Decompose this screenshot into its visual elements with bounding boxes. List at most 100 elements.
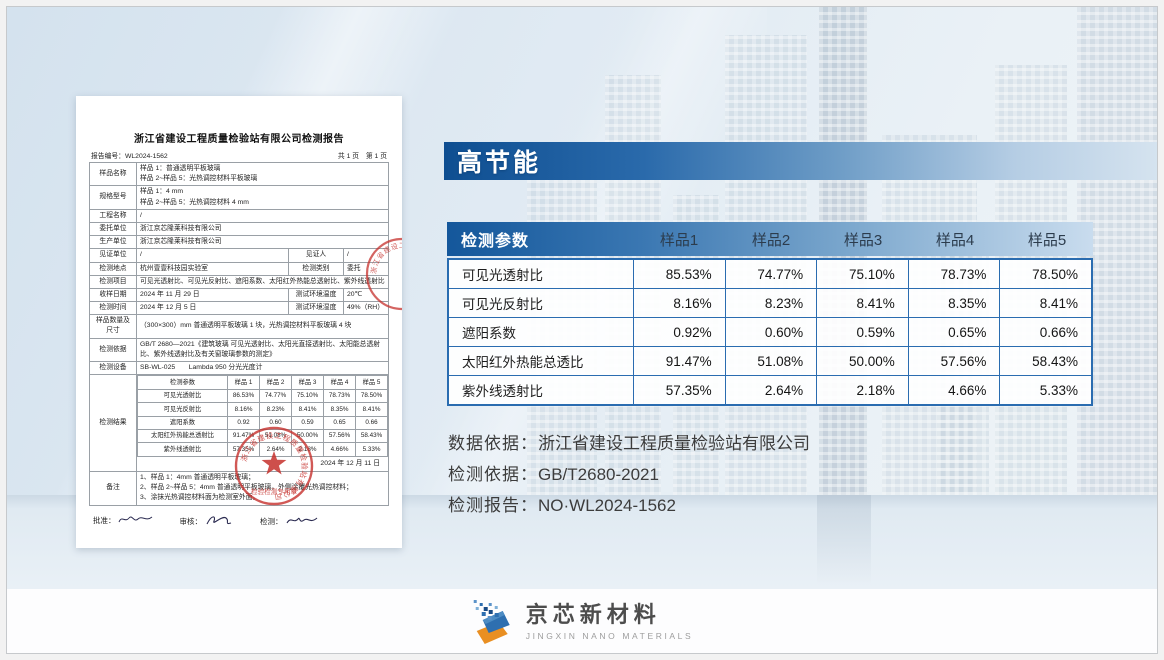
result-header: 样品 4 xyxy=(323,375,356,390)
doc-field-label: 检测地点 xyxy=(89,261,137,276)
table-cell: 2.64% xyxy=(724,376,817,404)
doc-text: 样品 1：4 mm xyxy=(140,188,184,196)
result-header: 样品 3 xyxy=(291,375,324,390)
result-header: 样品 1 xyxy=(227,375,260,390)
doc-field-label: 检测设备 xyxy=(89,360,137,376)
logo-name-cn: 京芯新材料 xyxy=(525,602,661,628)
doc-field-value: 样品 1：4 mm 样品 2~样品 5：光热调控材料 4 mm xyxy=(136,185,389,210)
doc-text: 样品 1：普通透明平板玻璃 xyxy=(140,165,221,172)
result-value: 86.53% xyxy=(227,388,260,404)
row-label: 太阳红外热能总透比 xyxy=(462,355,584,370)
table-cell: 8.16% xyxy=(633,289,725,317)
test-basis-value: GB/T2680-2021 xyxy=(538,465,659,484)
doc-field-label: 检测项目 xyxy=(89,274,137,289)
result-value: 74.77% xyxy=(259,388,292,404)
table-cell: 0.60% xyxy=(724,318,817,346)
logo-icon xyxy=(473,600,510,644)
table-cell: 8.41% xyxy=(999,289,1091,317)
report-number: 报告编号：WL2024-1562 xyxy=(91,153,168,160)
table-cell: 78.50% xyxy=(999,260,1091,288)
data-basis-label: 数据依据： xyxy=(448,434,538,453)
doc-field-value: 浙江京芯隆莱科技有限公司 xyxy=(136,221,389,237)
table-row: 可见光透射比 85.53% 74.77% 75.10% 78.73% 78.50… xyxy=(449,260,1091,288)
test-report-document: 浙江省建设工程质量检验站有限公司检测报告 报告编号：WL2024-1562 共 … xyxy=(76,96,402,548)
test-basis-label: 检测依据： xyxy=(448,465,538,484)
report-date: 2024 年 12 月 11 日 xyxy=(320,459,380,467)
result-value: 5.33% xyxy=(355,442,388,457)
table-cell: 0.59% xyxy=(816,318,908,346)
doc-text: 样品 2~样品 5：光热调控材料平板玻璃 xyxy=(140,175,258,183)
doc-field-value: 2024 年 12 月 5 日 xyxy=(136,301,289,316)
result-value: 57.56% xyxy=(323,428,356,444)
result-value: 78.73% xyxy=(323,388,356,404)
table-cell: 58.43% xyxy=(999,347,1091,375)
doc-field-value: SB-WL-025 Lambda 950 分光光度计 xyxy=(136,360,389,376)
row-label: 可见光透射比 xyxy=(462,268,543,283)
row-label: 遮阳系数 xyxy=(462,326,516,341)
star-icon xyxy=(261,451,287,475)
company-logo: 京芯新材料 JINGXIN NANO MATERIALS xyxy=(471,598,694,646)
doc-note-line: 3、涂抹光热调控材料面为检测室外面。 xyxy=(140,494,260,502)
report-pages: 共 1 页 第 1 页 xyxy=(337,153,387,160)
page-title: 高节能 xyxy=(457,149,542,177)
table-header-row: 检测参数 样品1 样品2 样品3 样品4 样品5 xyxy=(447,222,1093,256)
signature-row: 批准： 审核： 检测： xyxy=(93,513,385,527)
doc-field-label: 检测结果 xyxy=(89,374,137,472)
result-row-label: 紫外线透射比 xyxy=(137,442,228,457)
doc-field-label: 规格型号 xyxy=(89,185,137,210)
data-basis-value: 浙江省建设工程质量检验站有限公司 xyxy=(538,434,810,453)
column-header-sample-5: 样品5 xyxy=(1027,231,1067,249)
result-header: 样品 2 xyxy=(259,375,292,390)
stamp-bottom-text: 检验检测专用章 xyxy=(251,487,298,496)
column-header-sample-3: 样品3 xyxy=(843,231,883,249)
approve-signature xyxy=(118,516,152,523)
test-basis-line: 检测依据：GB/T2680-2021 xyxy=(448,459,810,490)
doc-field-label: 工程名称 xyxy=(89,208,137,223)
doc-field-label: 备注 xyxy=(89,471,137,506)
official-stamp: 浙江省建设工程质量检验站有限公司 检验检测专用章 xyxy=(234,426,314,506)
report-line: 检测报告：NO·WL2024-1562 xyxy=(448,490,810,521)
result-value: 58.43% xyxy=(355,428,388,444)
table-cell: 57.56% xyxy=(907,347,1000,375)
table-row: 太阳红外热能总透比 91.47% 51.08% 50.00% 57.56% 58… xyxy=(449,346,1091,375)
doc-field-label: 见证单位 xyxy=(89,248,137,263)
report-label: 检测报告： xyxy=(448,496,538,515)
doc-notes: 1、样品 1：4mm 普通透明平板玻璃； 2、样品 2~样品 5：4mm 普通透… xyxy=(136,471,389,506)
result-value: 78.50% xyxy=(355,388,388,404)
table-row: 可见光反射比 8.16% 8.23% 8.41% 8.35% 8.41% xyxy=(449,288,1091,317)
water-reflection xyxy=(817,495,871,585)
section-banner: 高节能 xyxy=(444,142,1157,180)
table-cell: 4.66% xyxy=(907,376,1000,404)
table-cell: 78.73% xyxy=(907,260,1000,288)
result-value: 8.35% xyxy=(323,402,356,417)
result-value: 8.41% xyxy=(355,402,388,417)
doc-text: 样品 2~样品 5：光热调控材料 4 mm xyxy=(140,198,249,206)
row-label: 可见光反射比 xyxy=(462,297,543,312)
table-cell: 8.35% xyxy=(907,289,1000,317)
doc-field-label: 检测类别 xyxy=(288,261,344,276)
result-value: 8.23% xyxy=(259,402,292,417)
table-cell: 91.47% xyxy=(633,347,725,375)
result-value: 75.10% xyxy=(291,388,324,404)
doc-field-label: 收样日期 xyxy=(89,287,137,303)
result-row-label: 可见光反射比 xyxy=(137,402,228,417)
approve-label: 批准： xyxy=(93,516,116,526)
parameters-table: 检测参数 样品1 样品2 样品3 样品4 样品5 可见光透射比 85.53% 7… xyxy=(447,222,1093,406)
report-title: 浙江省建设工程质量检验站有限公司检测报告 xyxy=(134,134,344,145)
logo-text: 京芯新材料 JINGXIN NANO MATERIALS xyxy=(525,602,694,641)
edge-seal-stamp: 浙江省建设工程质量检验站有限公司 xyxy=(365,237,402,311)
table-cell: 5.33% xyxy=(999,376,1091,404)
review-signature xyxy=(206,515,232,524)
table-cell: 74.77% xyxy=(724,260,817,288)
footnotes: 数据依据：浙江省建设工程质量检验站有限公司 检测依据：GB/T2680-2021… xyxy=(448,428,810,521)
doc-field-label: 检测时间 xyxy=(89,301,137,316)
result-row-label: 太阳红外热能总透射比 xyxy=(137,428,228,444)
doc-field-value: 可见光透射比、可见光反射比、遮阳系数、太阳红外热能总透射比、紫外线透射比 xyxy=(136,274,389,289)
result-value: 8.41% xyxy=(291,402,324,417)
result-value: 4.66% xyxy=(323,442,356,457)
result-header: 样品 5 xyxy=(355,375,388,390)
column-header-sample-4: 样品4 xyxy=(935,231,975,249)
report-table: 样品名称 样品 1：普通透明平板玻璃 样品 2~样品 5：光热调控材料平板玻璃 … xyxy=(89,161,389,506)
doc-note-line: 1、样品 1：4mm 普通透明平板玻璃； xyxy=(140,474,255,481)
doc-field-value: 浙江京芯隆莱科技有限公司 xyxy=(136,235,389,250)
